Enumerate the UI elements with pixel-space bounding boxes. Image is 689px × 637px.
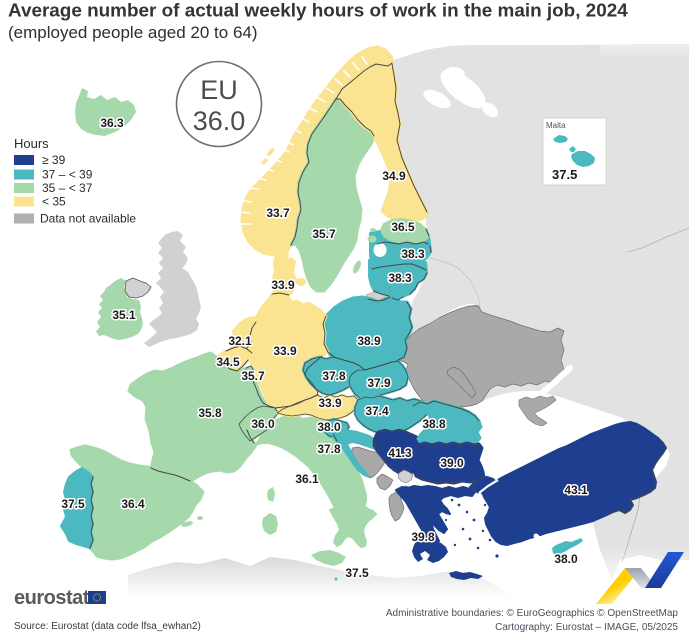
svg-text:36.3: 36.3 bbox=[100, 116, 124, 130]
svg-text:(employed people aged 20 to 64: (employed people aged 20 to 64) bbox=[8, 23, 258, 42]
svg-text:35.7: 35.7 bbox=[312, 227, 336, 241]
svg-text:34.5: 34.5 bbox=[216, 355, 240, 369]
svg-text:Average number of actual weekl: Average number of actual weekly hours of… bbox=[8, 1, 628, 22]
svg-text:Hours: Hours bbox=[14, 136, 49, 151]
svg-text:37.5: 37.5 bbox=[345, 566, 369, 580]
svg-text:32.1: 32.1 bbox=[228, 334, 252, 348]
svg-text:36.0: 36.0 bbox=[251, 417, 275, 431]
svg-text:37.8: 37.8 bbox=[317, 442, 341, 456]
svg-text:39.0: 39.0 bbox=[440, 456, 464, 470]
svg-text:39.8: 39.8 bbox=[411, 530, 435, 544]
svg-text:38.0: 38.0 bbox=[317, 420, 341, 434]
svg-text:43.1: 43.1 bbox=[564, 483, 588, 497]
svg-text:Source: Eurostat (data code lf: Source: Eurostat (data code lfsa_ewhan2) bbox=[14, 621, 201, 632]
svg-text:41.3: 41.3 bbox=[388, 446, 412, 460]
svg-text:37 – < 39: 37 – < 39 bbox=[42, 168, 93, 182]
svg-text:< 35: < 35 bbox=[42, 195, 66, 209]
svg-text:36.0: 36.0 bbox=[193, 106, 246, 136]
svg-text:Malta: Malta bbox=[546, 121, 566, 130]
svg-text:Cartography: Eurostat – IMAGE,: Cartography: Eurostat – IMAGE, 05/2025 bbox=[495, 622, 678, 633]
svg-text:34.9: 34.9 bbox=[382, 169, 406, 183]
svg-text:37.4: 37.4 bbox=[365, 404, 389, 418]
svg-text:EU: EU bbox=[200, 75, 238, 105]
svg-text:38.3: 38.3 bbox=[401, 247, 425, 261]
svg-text:36.1: 36.1 bbox=[295, 472, 319, 486]
svg-text:eurostat: eurostat bbox=[14, 587, 90, 609]
svg-text:37.5: 37.5 bbox=[552, 167, 577, 182]
svg-text:Data not available: Data not available bbox=[40, 212, 136, 226]
svg-text:Administrative boundaries: © E: Administrative boundaries: © EuroGeograp… bbox=[386, 608, 679, 619]
svg-text:33.9: 33.9 bbox=[273, 344, 297, 358]
svg-text:38.0: 38.0 bbox=[554, 552, 578, 566]
svg-text:33.7: 33.7 bbox=[266, 206, 290, 220]
svg-text:36.5: 36.5 bbox=[391, 220, 415, 234]
svg-text:37.9: 37.9 bbox=[367, 376, 391, 390]
svg-text:35 – < 37: 35 – < 37 bbox=[42, 181, 93, 195]
svg-text:35.1: 35.1 bbox=[112, 308, 136, 322]
svg-text:37.8: 37.8 bbox=[322, 369, 346, 383]
svg-text:33.9: 33.9 bbox=[271, 278, 295, 292]
svg-text:≥ 39: ≥ 39 bbox=[42, 153, 66, 167]
svg-text:38.8: 38.8 bbox=[422, 417, 446, 431]
svg-text:37.5: 37.5 bbox=[61, 497, 85, 511]
svg-text:38.9: 38.9 bbox=[357, 334, 381, 348]
svg-text:38.3: 38.3 bbox=[388, 271, 412, 285]
svg-text:35.8: 35.8 bbox=[198, 406, 222, 420]
svg-text:33.9: 33.9 bbox=[318, 396, 342, 410]
svg-text:35.7: 35.7 bbox=[241, 369, 265, 383]
svg-text:36.4: 36.4 bbox=[121, 497, 145, 511]
